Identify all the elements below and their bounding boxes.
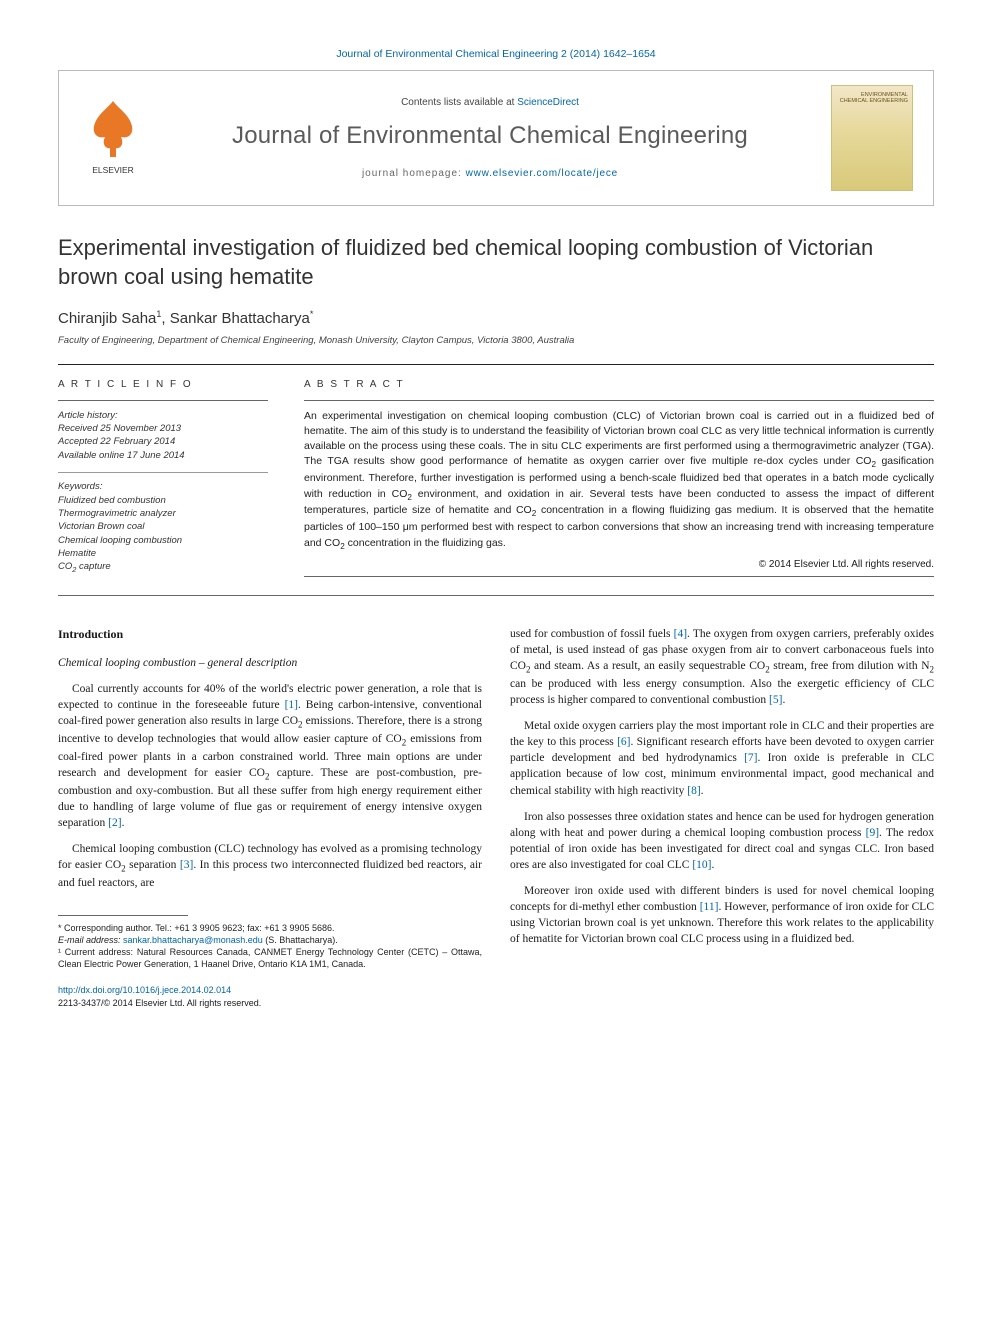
abstract-heading: A B S T R A C T (304, 379, 934, 390)
homepage-prefix: journal homepage: (362, 168, 466, 179)
history-received: Received 25 November 2013 (58, 422, 268, 435)
abstract-text: An experimental investigation on chemica… (304, 409, 934, 553)
keyword: CO2 capture (58, 560, 268, 575)
keyword: Hematite (58, 547, 268, 560)
divider (58, 595, 934, 596)
article-info-heading: A R T I C L E I N F O (58, 379, 268, 390)
article-history-label: Article history: (58, 409, 268, 422)
journal-name: Journal of Environmental Chemical Engine… (161, 122, 819, 150)
divider (58, 400, 268, 401)
author-list: Chiranjib Saha1, Sankar Bhattacharya* (58, 309, 934, 327)
journal-header-box: ELSEVIER Contents lists available at Sci… (58, 70, 934, 206)
history-accepted: Accepted 22 February 2014 (58, 435, 268, 448)
keyword: Thermogravimetric analyzer (58, 507, 268, 520)
current-address-note: ¹ Current address: Natural Resources Can… (58, 946, 482, 970)
article-info-column: A R T I C L E I N F O Article history: R… (58, 379, 268, 585)
section-heading-introduction: Introduction (58, 626, 482, 643)
subsection-heading: Chemical looping combustion – general de… (58, 655, 482, 671)
elsevier-logo: ELSEVIER (77, 95, 149, 181)
article-body: Introduction Chemical looping combustion… (58, 626, 934, 1010)
body-paragraph: used for combustion of fossil fuels [4].… (510, 626, 934, 708)
author-affiliation: Faculty of Engineering, Department of Ch… (58, 335, 934, 346)
author-email-link[interactable]: sankar.bhattacharya@monash.edu (123, 935, 263, 945)
divider (304, 400, 934, 401)
body-paragraph: Iron also possesses three oxidation stat… (510, 809, 934, 873)
corresponding-author-note: * Corresponding author. Tel.: +61 3 9905… (58, 922, 482, 934)
citation-header: Journal of Environmental Chemical Engine… (58, 48, 934, 60)
cover-text: ENVIRONMENTAL CHEMICAL ENGINEERING (832, 92, 908, 104)
elsevier-text: ELSEVIER (92, 165, 134, 175)
footnote-separator (58, 915, 188, 916)
abstract-column: A B S T R A C T An experimental investig… (304, 379, 934, 585)
body-paragraph: Coal currently accounts for 40% of the w… (58, 681, 482, 831)
divider (304, 576, 934, 577)
footnotes: * Corresponding author. Tel.: +61 3 9905… (58, 922, 482, 971)
keywords-label: Keywords: (58, 480, 268, 493)
history-online: Available online 17 June 2014 (58, 449, 268, 462)
doi-block: http://dx.doi.org/10.1016/j.jece.2014.02… (58, 984, 482, 1009)
abstract-copyright: © 2014 Elsevier Ltd. All rights reserved… (304, 559, 934, 570)
divider (58, 472, 268, 473)
doi-link[interactable]: http://dx.doi.org/10.1016/j.jece.2014.02… (58, 985, 231, 995)
journal-cover-thumbnail: ENVIRONMENTAL CHEMICAL ENGINEERING (831, 85, 913, 191)
email-who: (S. Bhattacharya). (263, 935, 338, 945)
body-paragraph: Chemical looping combustion (CLC) techno… (58, 841, 482, 891)
divider (58, 364, 934, 365)
contents-prefix: Contents lists available at (401, 97, 517, 108)
keyword: Fluidized bed combustion (58, 494, 268, 507)
article-title: Experimental investigation of fluidized … (58, 234, 934, 291)
keyword: Victorian Brown coal (58, 520, 268, 533)
journal-homepage-link[interactable]: www.elsevier.com/locate/jece (466, 168, 618, 179)
journal-homepage-line: journal homepage: www.elsevier.com/locat… (161, 168, 819, 179)
body-paragraph: Moreover iron oxide used with different … (510, 883, 934, 947)
keyword: Chemical looping combustion (58, 534, 268, 547)
email-label: E-mail address: (58, 935, 123, 945)
contents-available-line: Contents lists available at ScienceDirec… (161, 97, 819, 108)
body-paragraph: Metal oxide oxygen carriers play the mos… (510, 718, 934, 798)
issn-copyright: 2213-3437/© 2014 Elsevier Ltd. All right… (58, 998, 261, 1008)
email-line: E-mail address: sankar.bhattacharya@mona… (58, 934, 482, 946)
sciencedirect-link[interactable]: ScienceDirect (517, 97, 579, 108)
